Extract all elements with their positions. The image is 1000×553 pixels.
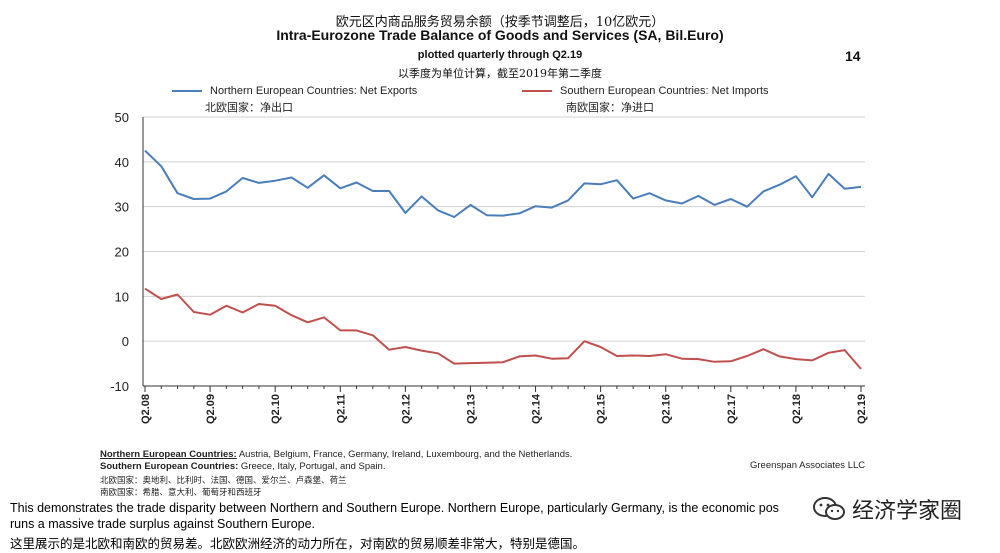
x-tick-label: Q2.19: [856, 394, 868, 424]
y-tick-label: 30: [115, 200, 129, 215]
x-tick-label: Q2.09: [205, 394, 217, 424]
x-tick-label: Q2.08: [140, 394, 152, 424]
legend-label-south: Southern European Countries: Net Imports: [560, 85, 769, 97]
legend-item-south: Southern European Countries: Net Imports: [522, 85, 769, 97]
chart-title: Intra-Eurozone Trade Balance of Goods an…: [276, 27, 724, 43]
footnote-north-label: Northern European Countries:: [100, 449, 237, 460]
chart-title-chinese: 欧元区内商品服务贸易余额（按季节调整后，10亿欧元）: [335, 15, 665, 30]
legend-label-north: Northern European Countries: Net Exports: [210, 85, 418, 97]
y-tick-label: 10: [115, 289, 129, 304]
source-credit: Greenspan Associates LLC: [750, 460, 866, 471]
footnote-north-list: Austria, Belgium, France, Germany, Irela…: [236, 449, 573, 460]
series-line-south: [144, 287, 862, 370]
y-tick-label: 50: [115, 110, 129, 125]
x-tick-label: Q2.17: [726, 394, 738, 424]
caption-line-3-chinese: 这里展示的是北欧和南欧的贸易差。北欧欧洲经济的动力所在，对南欧的贸易顺差非常大，…: [10, 536, 586, 551]
caption-line-1-text: This demonstrates the trade disparity be…: [10, 501, 773, 515]
x-tick-label: Q2.16: [661, 394, 673, 424]
chart-subtitle: plotted quarterly through Q2.19: [417, 49, 583, 61]
y-tick-label: 20: [115, 245, 129, 260]
x-tick-label: Q2.11: [335, 394, 347, 423]
wechat-icon: [813, 497, 845, 520]
x-tick-label: Q2.13: [465, 394, 477, 424]
footnote-south-list: Greece, Italy, Portugal, and Spain.: [238, 461, 386, 472]
x-tick-label: Q2.18: [791, 394, 803, 424]
series-line-north: [144, 149, 862, 218]
tick-labels: -10 0 10 20 30 40 50 Q2.08 Q2.09 Q2.10 Q2.11 Q2.12 Q…: [110, 110, 868, 424]
caption-line-1: This demonstrates the trade disparity be…: [10, 500, 1000, 516]
legend-swatch-north: [172, 90, 202, 92]
y-tick-label: -10: [110, 379, 129, 394]
x-tick-label: Q2.12: [400, 394, 412, 424]
chart-subtitle-chinese: 以季度为单位计算，截至2019年第二季度: [398, 67, 602, 80]
axes: [142, 117, 865, 392]
legend-label-north-chinese: 北欧国家：净出口: [205, 101, 293, 114]
footnote-south: Southern European Countries: Greece, Ita…: [100, 461, 385, 472]
legend-swatch-south: [522, 90, 552, 92]
y-tick-label: 0: [122, 334, 129, 349]
x-tick-label: Q2.10: [270, 394, 282, 424]
series: [144, 149, 862, 370]
caption-line-2: runs a massive trade surplus against Sou…: [10, 517, 316, 531]
watermark-text: 经济学家圈: [852, 499, 963, 524]
footnote-north-chinese: 北欧国家：奥地利、比利时、法国、德国、爱尔兰、卢森堡、荷兰: [100, 476, 347, 486]
page-number: 14: [845, 48, 861, 64]
footnote-south-label: Southern European Countries:: [100, 461, 239, 472]
footnote-north: Northern European Countries: Austria, Be…: [100, 449, 572, 460]
legend-item-north: Northern European Countries: Net Exports: [172, 85, 417, 97]
gridlines: [143, 116, 865, 342]
x-tick-label: Q2.14: [531, 393, 543, 424]
y-tick-label: 40: [115, 155, 129, 170]
watermark: 经济学家圈: [812, 493, 962, 525]
trade-balance-line-chart: -10 0 10 20 30 40 50 Q2.08 Q2.09 Q2.10 Q2.11 Q2.12 Q…: [110, 110, 868, 424]
caption-line-1-end: t: [930, 501, 935, 515]
footnote-south-chinese: 南欧国家：希腊、意大利、葡萄牙和西班牙: [100, 488, 262, 498]
legend-label-south-chinese: 南欧国家：净进口: [566, 101, 654, 114]
caption-line-1-tail: s: [772, 501, 779, 515]
x-tick-label: Q2.15: [596, 394, 608, 424]
